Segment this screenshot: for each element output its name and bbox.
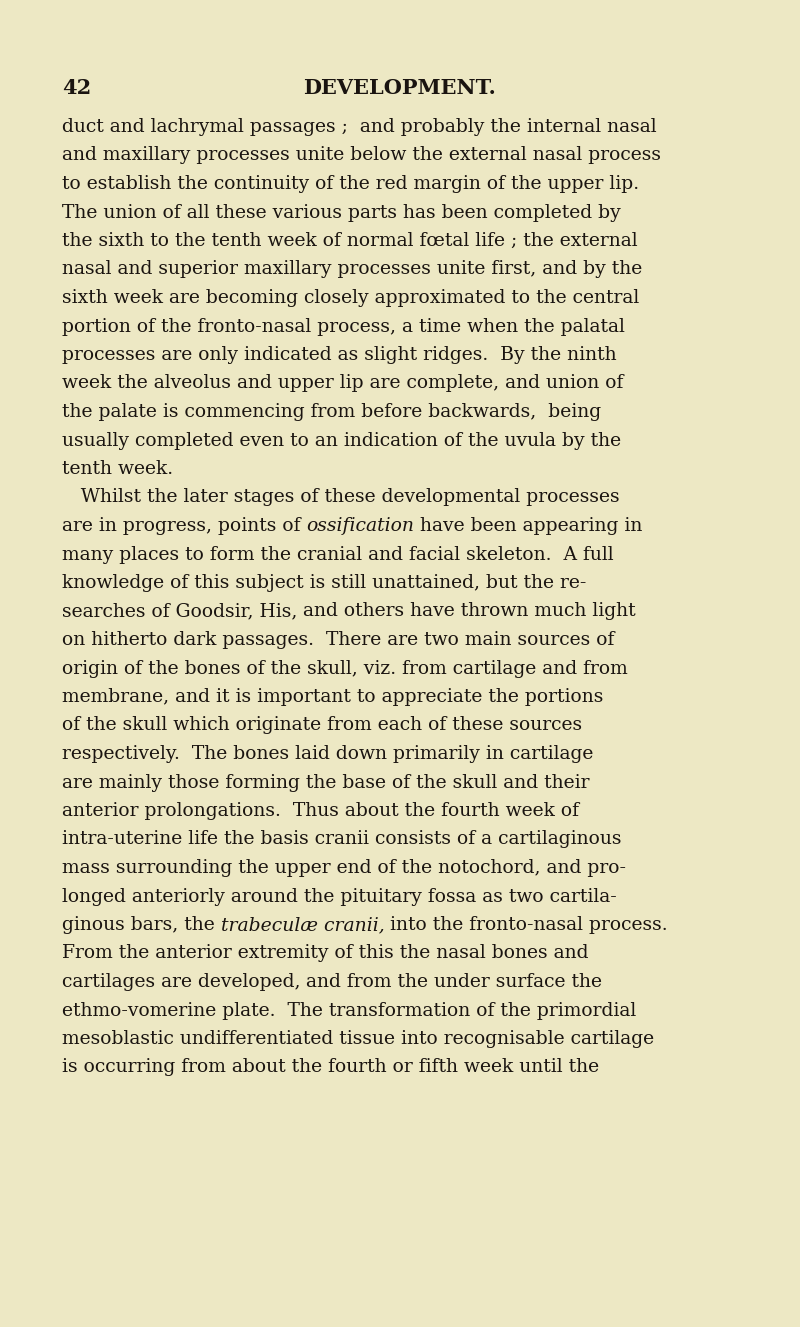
Text: ginous bars, the: ginous bars, the [62,916,221,934]
Text: tenth week.: tenth week. [62,460,173,478]
Text: of the skull which originate from each of these sources: of the skull which originate from each o… [62,717,582,735]
Text: membrane, and it is important to appreciate the portions: membrane, and it is important to appreci… [62,687,603,706]
Text: week the alveolus and upper lip are complete, and union of: week the alveolus and upper lip are comp… [62,374,623,393]
Text: Whilst the later stages of these developmental processes: Whilst the later stages of these develop… [62,488,620,507]
Text: knowledge of this subject is still unattained, but the re-: knowledge of this subject is still unatt… [62,575,586,592]
Text: nasal and superior maxillary processes unite first, and by the: nasal and superior maxillary processes u… [62,260,642,279]
Text: The union of all these various parts has been completed by: The union of all these various parts has… [62,203,621,222]
Text: are in progress, points of: are in progress, points of [62,518,306,535]
Text: many places to form the cranial and facial skeleton.  A full: many places to form the cranial and faci… [62,545,614,564]
Text: and others have thrown much light: and others have thrown much light [298,602,636,621]
Text: the palate is commencing from before backwards,  being: the palate is commencing from before bac… [62,403,601,421]
Text: sixth week are becoming closely approximated to the central: sixth week are becoming closely approxim… [62,289,639,307]
Text: origin of the bones of the skull, viz. from cartilage and from: origin of the bones of the skull, viz. f… [62,660,628,678]
Text: duct and lachrymal passages ;  and probably the internal nasal: duct and lachrymal passages ; and probab… [62,118,657,135]
Text: DEVELOPMENT.: DEVELOPMENT. [303,78,497,98]
Text: processes are only indicated as slight ridges.  By the ninth: processes are only indicated as slight r… [62,346,617,364]
Text: 42: 42 [62,78,91,98]
Text: searches of Goodsir, His,: searches of Goodsir, His, [62,602,298,621]
Text: and maxillary processes unite below the external nasal process: and maxillary processes unite below the … [62,146,661,165]
Text: have been appearing in: have been appearing in [414,518,643,535]
Text: mesoblastic undifferentiated tissue into recognisable cartilage: mesoblastic undifferentiated tissue into… [62,1030,654,1048]
Text: and from the under surface the: and from the under surface the [301,973,602,991]
Text: the sixth to the tenth week of normal fœtal life ; the external: the sixth to the tenth week of normal fœ… [62,232,638,249]
Text: intra-uterine life the basis cranii consists of a cartilaginous: intra-uterine life the basis cranii cons… [62,831,622,848]
Text: From the anterior extremity of this the nasal bones and: From the anterior extremity of this the … [62,945,589,962]
Text: ossification: ossification [306,518,414,535]
Text: cartilages are developed,: cartilages are developed, [62,973,301,991]
Text: ethmo-vomerine plate.  The transformation of the primordial: ethmo-vomerine plate. The transformation… [62,1002,636,1019]
Text: usually completed even to an indication of the uvula by the: usually completed even to an indication … [62,431,621,450]
Text: anterior prolongations.  Thus about the fourth week of: anterior prolongations. Thus about the f… [62,802,579,820]
Text: trabeculæ cranii,: trabeculæ cranii, [221,916,385,934]
Text: respectively.  The bones laid down primarily in cartilage: respectively. The bones laid down primar… [62,744,594,763]
Text: on hitherto dark passages.  There are two main sources of: on hitherto dark passages. There are two… [62,632,614,649]
Text: are mainly those forming the base of the skull and their: are mainly those forming the base of the… [62,774,590,791]
Text: is occurring from about the fourth or fifth week until the: is occurring from about the fourth or fi… [62,1059,599,1076]
Text: to establish the continuity of the red margin of the upper lip.: to establish the continuity of the red m… [62,175,639,192]
Text: into the fronto-nasal process.: into the fronto-nasal process. [385,916,668,934]
Text: mass surrounding the upper end of the notochord, and pro-: mass surrounding the upper end of the no… [62,859,626,877]
Text: longed anteriorly around the pituitary fossa as two cartila-: longed anteriorly around the pituitary f… [62,888,617,905]
Text: portion of the fronto-nasal process, a time when the palatal: portion of the fronto-nasal process, a t… [62,317,625,336]
